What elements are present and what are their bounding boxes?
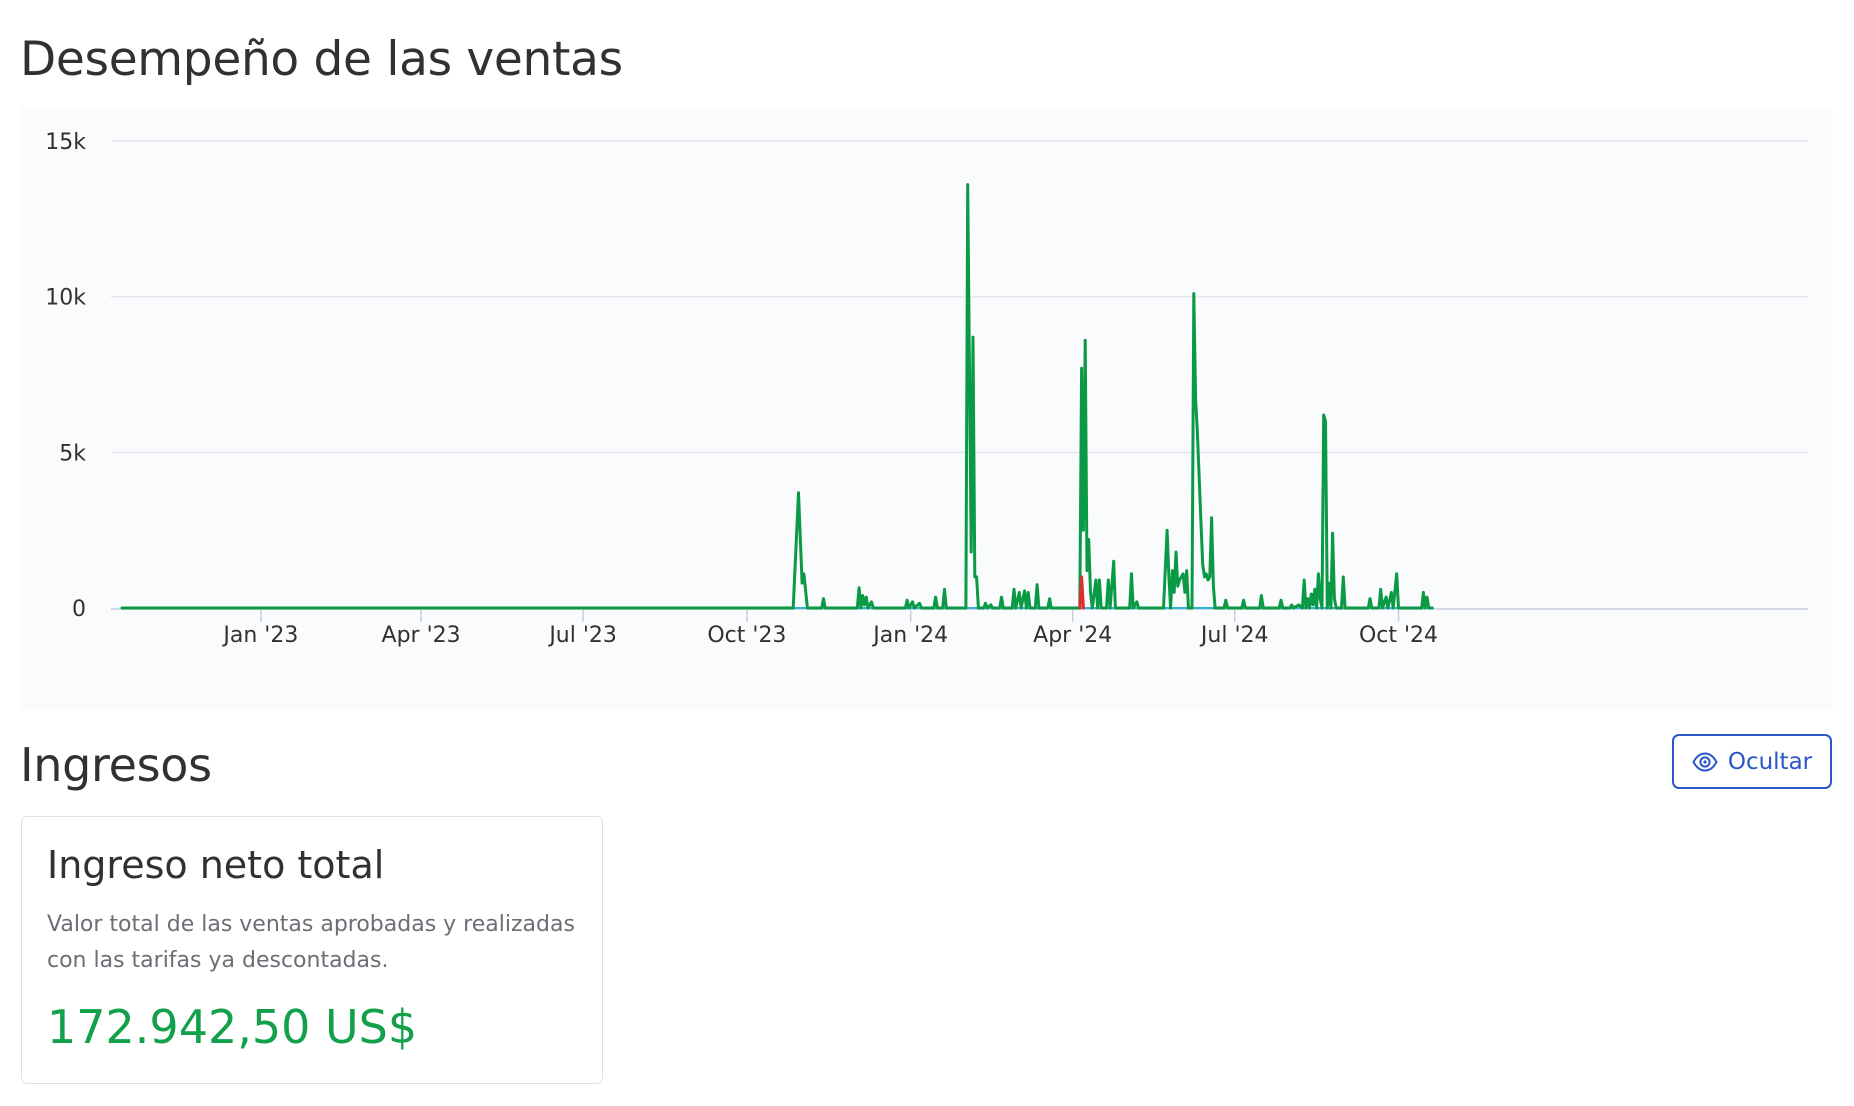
net-income-value: 172.942,50 US$	[47, 1000, 418, 1054]
sales-section-title: Desempeño de las ventas	[20, 32, 623, 87]
chart-gridlines	[111, 140, 1808, 454]
card-title: Ingreso neto total	[47, 843, 385, 887]
x-tick-label: Jul '23	[547, 623, 617, 648]
income-section-title: Ingresos	[20, 738, 212, 792]
eye-icon	[1692, 751, 1718, 772]
net-income-card: Ingreso neto total Valor total de las ve…	[21, 816, 603, 1084]
card-description: Valor total de las ventas aprobadas y re…	[47, 912, 575, 973]
sales-line-chart: 0 5k 10k 15k Jan '23 Apr '23 Jul '23 Oct '23 Jan…	[45, 130, 1808, 648]
chart-series	[120, 183, 1434, 610]
x-tick-label: Jan '23	[221, 623, 298, 648]
chart-axes: 0 5k 10k 15k Jan '23 Apr '23 Jul '23 Oct '23 Jan…	[45, 130, 1808, 648]
x-tick-label: Apr '24	[1033, 623, 1112, 648]
x-tick-label: Jul '24	[1199, 623, 1269, 648]
hide-button[interactable]: Ocultar	[1672, 734, 1832, 789]
sales-chart: 0 5k 10k 15k Jan '23 Apr '23 Jul '23 Oct '23 Jan…	[20, 108, 1833, 710]
hide-button-label: Ocultar	[1727, 748, 1813, 775]
y-tick-label: 0	[72, 597, 86, 622]
y-tick-label: 10k	[45, 286, 86, 311]
y-tick-label: 15k	[45, 130, 86, 155]
series-line	[1078, 575, 1085, 610]
x-tick-label: Apr '23	[382, 623, 461, 648]
y-tick-label: 5k	[59, 441, 86, 466]
x-tick-label: Oct '24	[1359, 623, 1438, 648]
series-line	[120, 183, 1434, 610]
x-tick-label: Jan '24	[871, 623, 948, 648]
x-tick-label: Oct '23	[707, 623, 786, 648]
